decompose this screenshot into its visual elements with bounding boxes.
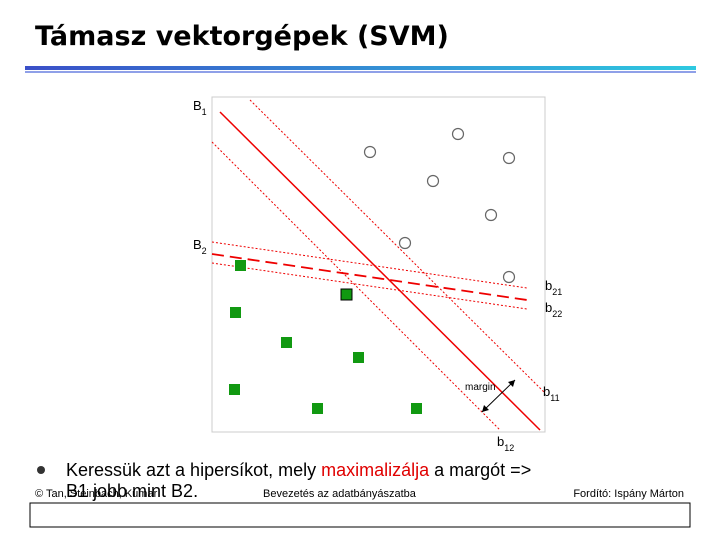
footer-center: Bevezetés az adatbányászatba: [263, 488, 417, 500]
margin-b21: [211, 241, 528, 289]
arrow-heads: [482, 380, 515, 412]
bullet-text: Keressük azt a hipersíkot, mely maximali…: [66, 460, 531, 480]
hyperplane-b1: [219, 111, 541, 431]
slide-title: Támasz vektorgépek (SVM): [35, 21, 449, 52]
label-b12: b12: [497, 434, 514, 453]
margin-b11: [249, 99, 546, 394]
bullet-marker: [37, 466, 45, 474]
label-b1: B1: [193, 98, 207, 117]
square-points: [229, 260, 422, 414]
label-b2: B2: [193, 237, 207, 256]
label-b22: b22: [545, 300, 562, 319]
title-rule-thin: [25, 71, 696, 73]
footer-left: © Tan, Steinbach, Kumar: [35, 488, 158, 500]
footer-box: [29, 502, 691, 528]
margin-arrow: [481, 379, 516, 413]
plot-frame: [211, 96, 546, 433]
title-rule: [25, 66, 696, 70]
label-b11: b11: [543, 384, 560, 403]
svm-diagram: B1 B2 b21 b22 b11 b12 margin: [193, 96, 562, 453]
margin-b22: [211, 262, 528, 310]
bullet-text-line2: B1 jobb mint B2.: [66, 481, 198, 501]
label-b21: b21: [545, 278, 562, 297]
label-margin: margin: [465, 382, 496, 393]
footer-right: Fordító: Ispány Márton: [573, 488, 684, 500]
circle-points: [363, 127, 516, 284]
